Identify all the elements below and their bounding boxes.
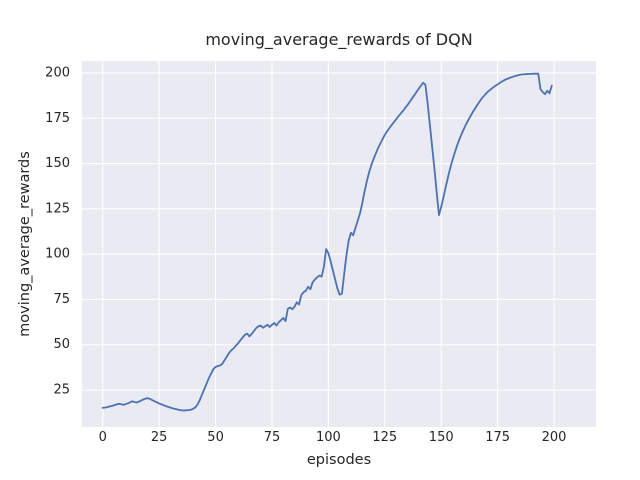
y-tick-label: 175 <box>45 111 70 126</box>
y-tick-label: 75 <box>53 292 70 307</box>
y-axis-label: moving_average_rewards <box>17 151 33 337</box>
x-tick-label: 75 <box>264 430 281 445</box>
reward-line <box>101 72 553 412</box>
y-tick-label: 150 <box>45 156 70 171</box>
axes-background <box>82 61 596 427</box>
x-tick-label: 125 <box>372 430 397 445</box>
x-tick-label: 0 <box>99 430 107 445</box>
y-tick-label: 50 <box>53 337 70 352</box>
y-tick-label: 125 <box>45 201 70 216</box>
y-tick-label: 100 <box>45 247 70 262</box>
y-tick-label: 25 <box>53 383 70 398</box>
x-tick-label: 175 <box>485 430 510 445</box>
chart-title: moving_average_rewards of DQN <box>205 30 473 49</box>
x-tick-label: 25 <box>151 430 168 445</box>
x-tick-label: 200 <box>542 430 567 445</box>
x-tick-label: 150 <box>429 430 454 445</box>
x-tick-label: 50 <box>207 430 224 445</box>
y-tick-label: 200 <box>45 65 70 80</box>
x-tick-label: 100 <box>316 430 341 445</box>
x-axis-label: episodes <box>306 452 372 468</box>
